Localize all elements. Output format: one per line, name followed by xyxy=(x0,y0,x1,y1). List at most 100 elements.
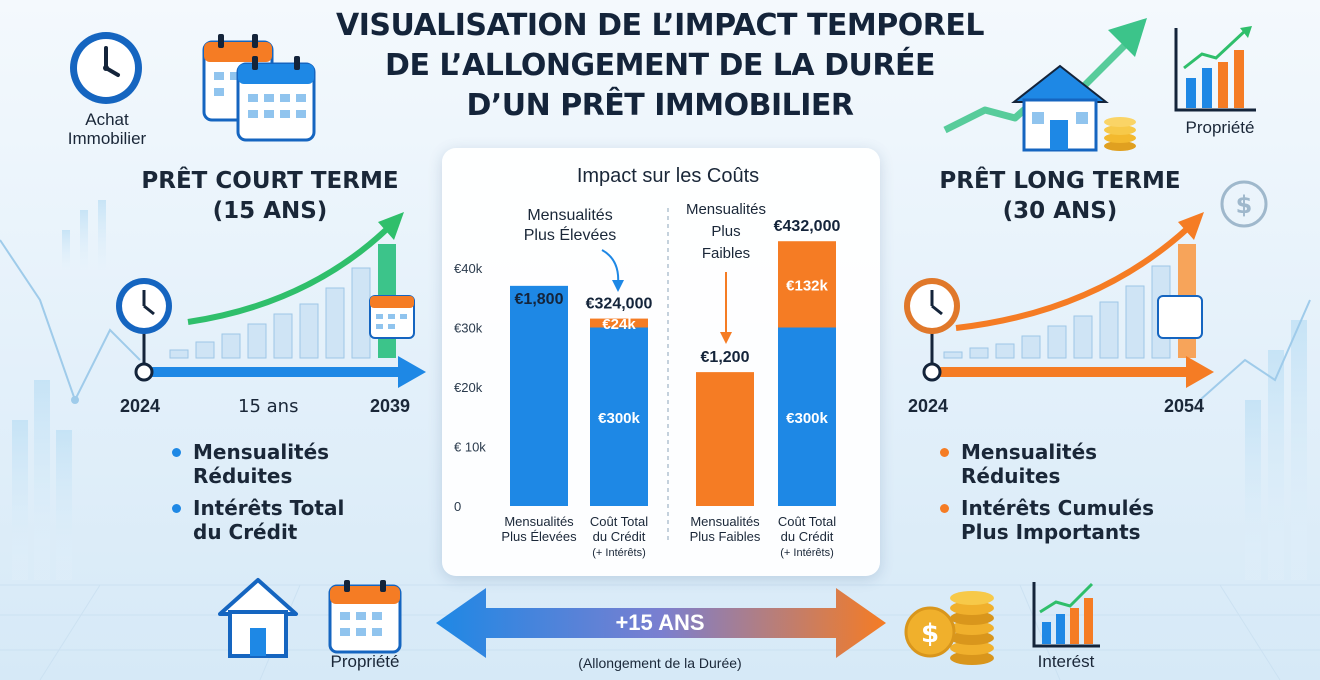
clock-icon xyxy=(70,32,142,104)
annotation-text: Plus xyxy=(711,223,740,240)
interest-chart-icon xyxy=(1032,582,1100,648)
long-loan-heading: PRÊT LONG TERME (30 ANS) xyxy=(890,166,1230,226)
long-loan-bullet-1: Mensualités Réduites xyxy=(940,440,1210,488)
calendar-bottom-icon xyxy=(328,580,402,654)
title-line-1: VISUALISATION DE L’IMPACT TEMPOREL xyxy=(336,8,984,43)
category-label: Coût Total xyxy=(778,514,836,529)
title-line-3: D’UN PRÊT IMMOBILIER xyxy=(466,88,854,123)
coins-icon: $ xyxy=(904,591,994,665)
small-calendar-icon xyxy=(369,295,415,339)
category-label: du Crédit xyxy=(781,529,834,544)
bar-segment xyxy=(590,318,648,328)
category-label: (+ Intérêts) xyxy=(592,547,646,559)
short-loan-bullet-1: Mensualités Réduites xyxy=(172,440,422,488)
bar xyxy=(696,372,754,506)
long-loan-heading-line-2: (30 ANS) xyxy=(1002,198,1118,224)
cost-impact-chart-panel: Impact sur les Coûts €40k €30k €20k € 10k 0 €1… xyxy=(442,148,880,576)
category-label: Plus Élevées xyxy=(501,529,577,544)
short-loan-bullets: Mensualités Réduites Intérêts Total du C… xyxy=(172,440,422,552)
dollar-coin-icon: $ xyxy=(1220,180,1268,228)
bullet-line: du Crédit xyxy=(193,520,298,544)
bullet-line: Réduites xyxy=(961,464,1061,488)
propriete-top-label: Propriété xyxy=(1185,118,1255,137)
bullet-line: Plus Importants xyxy=(961,520,1141,544)
annotation-text: Faibles xyxy=(702,245,750,262)
bullet-dot xyxy=(172,448,181,457)
annotation-text: Mensualités xyxy=(527,207,612,224)
house-icon xyxy=(1011,64,1136,152)
bar xyxy=(510,285,568,506)
chart-title: Impact sur les Coûts xyxy=(577,165,759,187)
segment-label: €300k xyxy=(598,410,640,427)
title-line-2: DE L’ALLONGEMENT DE LA DURÉE xyxy=(385,48,935,83)
propriete-bottom-label: Propriété xyxy=(330,652,400,671)
annotation-arrow xyxy=(601,249,620,285)
calendar-icon xyxy=(202,34,316,142)
bullet-text: Mensualités Réduites xyxy=(193,440,329,488)
segment-label: €300k xyxy=(786,410,828,427)
svg-text:$: $ xyxy=(921,619,939,649)
short-loan-duration: 15 ans xyxy=(238,396,299,417)
bullet-dot xyxy=(940,504,949,513)
bar-total-label: €324,000 xyxy=(586,296,653,313)
category-label: (+ Intérêts) xyxy=(780,547,834,559)
extension-years-label: +15 ANS xyxy=(615,610,705,635)
svg-text:$: $ xyxy=(1236,191,1253,219)
bullet-line: Mensualités xyxy=(193,440,330,464)
bullet-line: Intérêts Total xyxy=(193,496,345,520)
growth-chart-icon xyxy=(1174,26,1256,112)
small-calendar-icon xyxy=(1157,295,1203,339)
category-label: Mensualités xyxy=(690,514,760,529)
y-tick-label: €40k xyxy=(454,261,483,276)
bullet-dot xyxy=(172,504,181,513)
segment-label: €132k xyxy=(786,277,828,294)
bullet-text: Mensualités Réduites xyxy=(961,440,1097,488)
category-label: Plus Faibles xyxy=(690,529,761,544)
achat-label-line-1: Achat xyxy=(85,110,129,129)
bar-value-label: €1,200 xyxy=(701,349,750,366)
bullet-line: Mensualités xyxy=(961,440,1098,464)
segment-label: €24k xyxy=(602,316,636,333)
house-bottom-icon xyxy=(218,578,298,658)
y-tick-label: €20k xyxy=(454,380,483,395)
bar-value-label: €1,800 xyxy=(515,291,564,308)
bar-segment xyxy=(778,241,836,328)
bullet-text: Intérêts Total du Crédit xyxy=(193,496,344,544)
long-loan-start-year: 2024 xyxy=(908,396,949,416)
short-loan-heading: PRÊT COURT TERME (15 ANS) xyxy=(100,166,440,226)
bullet-line: Intérêts Cumulés xyxy=(961,496,1154,520)
long-loan-bullet-2: Intérêts Cumulés Plus Importants xyxy=(940,496,1210,544)
long-loan-end-year: 2054 xyxy=(1164,396,1205,416)
page-title: VISUALISATION DE L’IMPACT TEMPOREL DE L’… xyxy=(230,6,1090,126)
y-tick-label: 0 xyxy=(454,499,461,514)
bar-segment xyxy=(590,327,648,506)
bullet-text: Intérêts Cumulés Plus Importants xyxy=(961,496,1154,544)
bullet-dot xyxy=(940,448,949,457)
short-loan-heading-line-2: (15 ANS) xyxy=(212,198,328,224)
short-loan-bullet-2: Intérêts Total du Crédit xyxy=(172,496,422,544)
annotation-text: Plus Élevées xyxy=(524,225,617,244)
achat-immobilier-label: Achat Immobilier xyxy=(48,110,166,148)
short-loan-end-year: 2039 xyxy=(370,396,411,416)
category-label: du Crédit xyxy=(593,529,646,544)
cost-impact-chart: Impact sur les Coûts €40k €30k €20k € 10k 0 €1… xyxy=(454,165,841,559)
long-loan-heading-line-1: PRÊT LONG TERME xyxy=(939,168,1181,194)
annotation-text: Mensualités xyxy=(686,201,766,218)
short-loan-heading-line-1: PRÊT COURT TERME xyxy=(141,168,399,194)
annotation-arrowhead xyxy=(720,332,732,344)
bar-total-label: €432,000 xyxy=(774,218,841,235)
y-tick-label: €30k xyxy=(454,321,483,336)
interest-label: Interést xyxy=(1037,652,1095,671)
long-loan-timeline-graphic xyxy=(904,212,1214,388)
extension-arrow xyxy=(436,588,886,658)
short-loan-timeline-graphic xyxy=(116,212,426,388)
category-label: Coût Total xyxy=(590,514,648,529)
y-tick-label: € 10k xyxy=(454,440,486,455)
short-loan-start-year: 2024 xyxy=(120,396,161,416)
extension-caption: (Allongement de la Durée) xyxy=(578,655,742,671)
long-loan-bullets: Mensualités Réduites Intérêts Cumulés Pl… xyxy=(940,440,1210,552)
category-label: Mensualités xyxy=(504,514,574,529)
bar-segment xyxy=(778,327,836,506)
achat-label-line-2: Immobilier xyxy=(67,129,147,148)
